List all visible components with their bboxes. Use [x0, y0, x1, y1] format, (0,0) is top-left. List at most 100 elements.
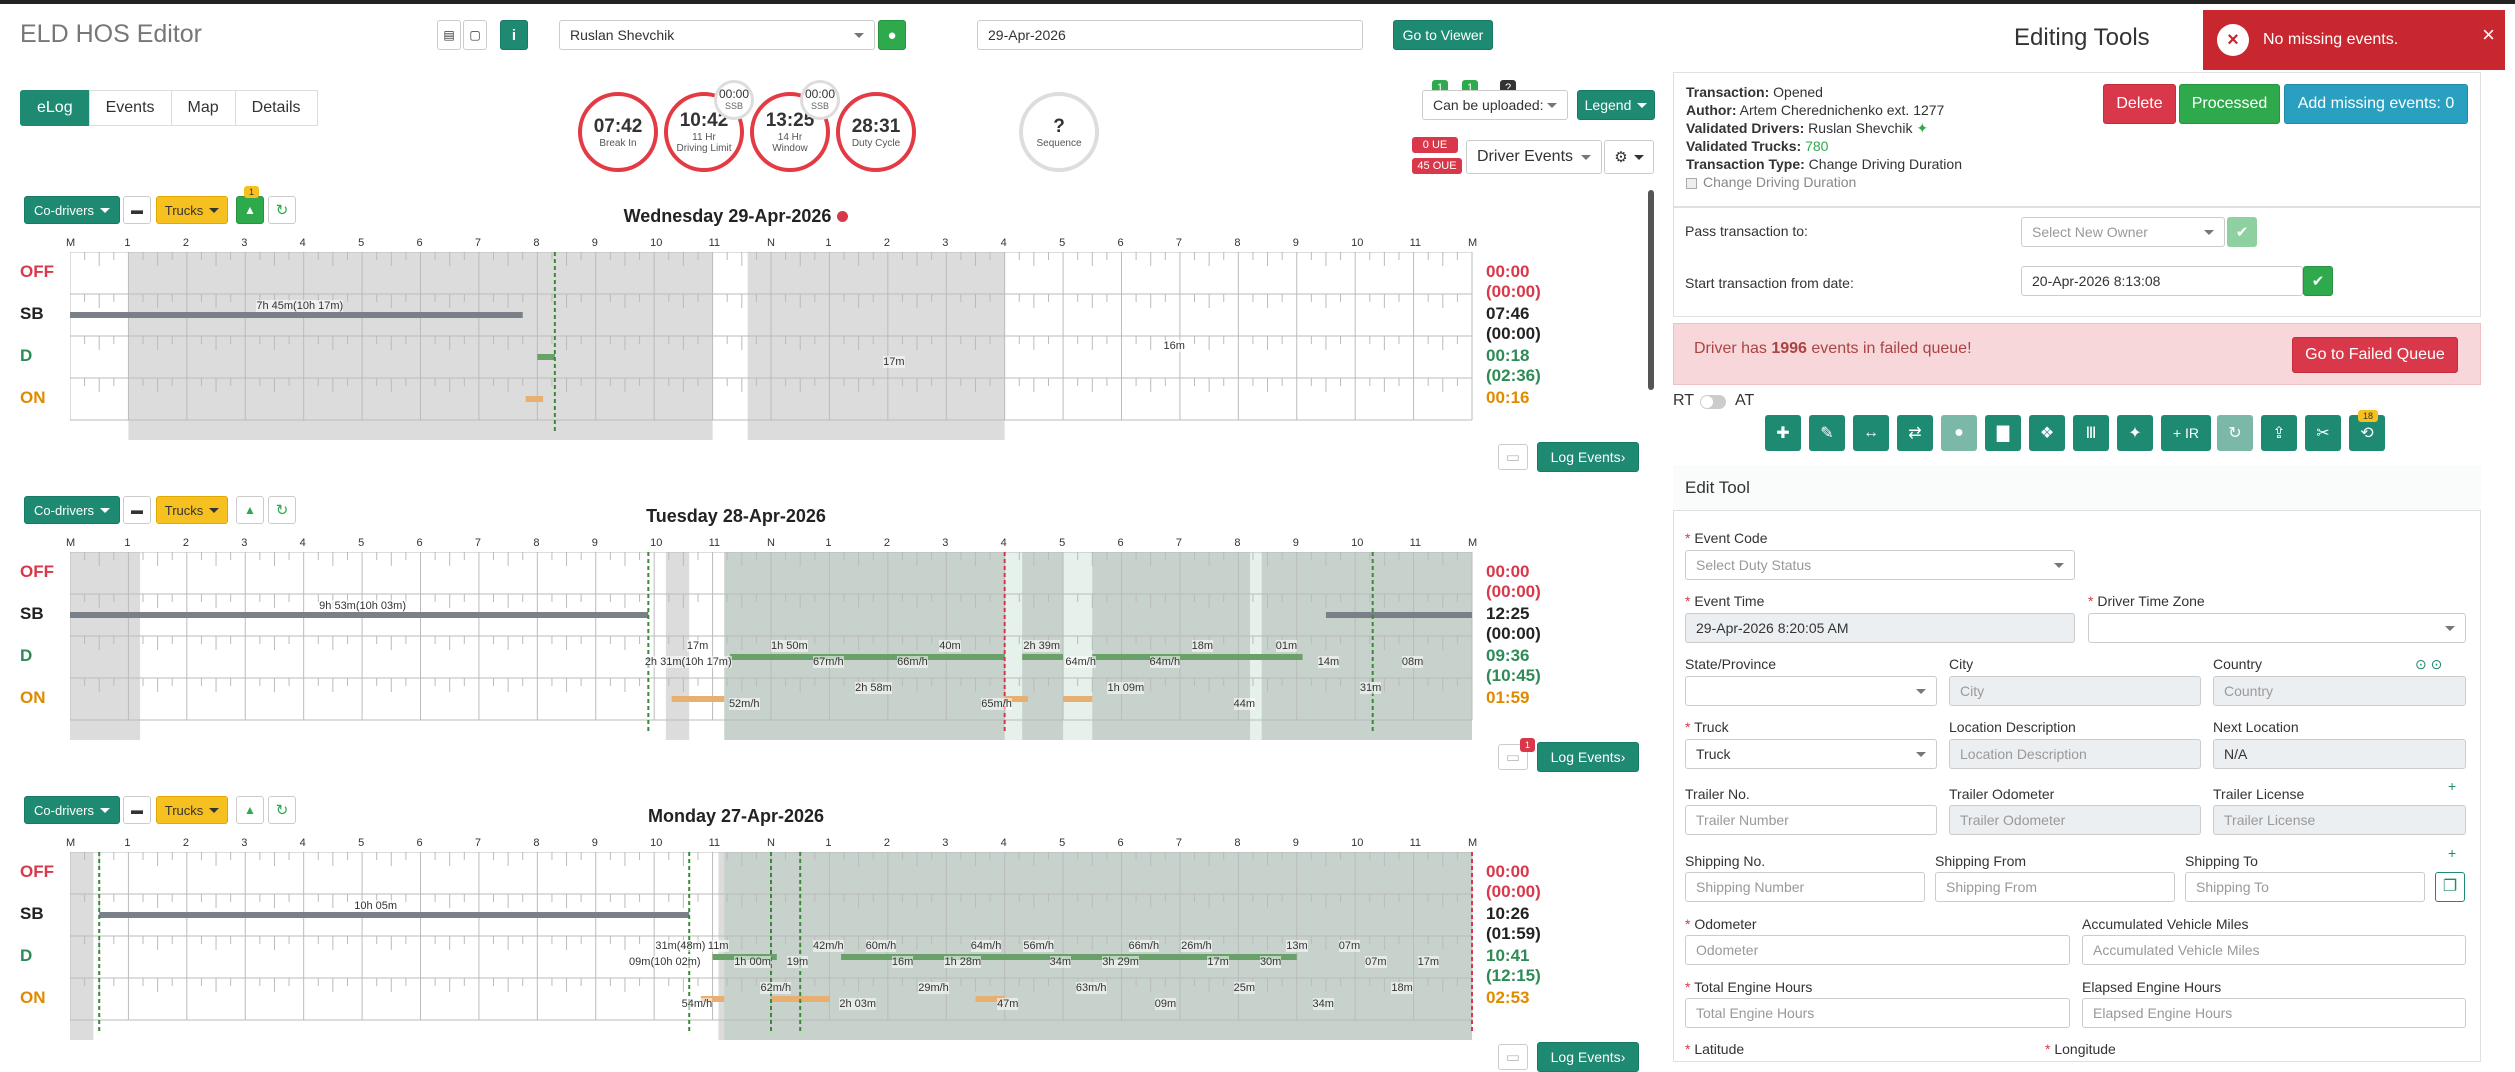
trucks-dropdown[interactable]: Trucks — [156, 796, 228, 824]
day-graph[interactable] — [70, 852, 1474, 1042]
processed-button[interactable]: Processed — [2179, 84, 2280, 124]
trailer-number-input[interactable]: Trailer Number — [1685, 805, 1937, 835]
group-icon[interactable]: ❖ — [2029, 415, 2065, 451]
tab-details[interactable]: Details — [234, 90, 318, 126]
hour-label: 10 — [1351, 237, 1364, 249]
trucks-dropdown[interactable]: Trucks — [156, 496, 228, 524]
elapsed-hours-input[interactable]: Elapsed Engine Hours — [2082, 998, 2466, 1028]
tab-elog[interactable]: eLog — [20, 90, 90, 126]
truck-icon[interactable]: ▬ — [123, 796, 151, 824]
settings-dropdown-button[interactable]: ⚙ — [1604, 140, 1654, 174]
tab-events[interactable]: Events — [88, 90, 172, 126]
document-icon[interactable]: ▤ — [437, 20, 461, 50]
day-graph[interactable] — [70, 552, 1474, 742]
truck-select[interactable]: Truck — [1685, 739, 1937, 769]
go-to-failed-queue-button[interactable]: Go to Failed Queue — [2292, 337, 2458, 373]
chevron-down-icon — [2054, 563, 2064, 568]
logs-scrollbar[interactable] — [1648, 190, 1654, 390]
refresh-icon[interactable]: ↻ — [268, 496, 296, 524]
truck-icon[interactable]: ▬ — [123, 496, 151, 524]
pencil-icon[interactable]: ✎ — [1809, 415, 1845, 451]
upload-icon[interactable]: ⇪ — [2261, 415, 2297, 451]
close-icon[interactable]: × — [2482, 22, 2495, 47]
driver-select[interactable]: Ruslan Shevchik — [559, 20, 875, 50]
confirm-owner-check-icon[interactable]: ✔ — [2227, 217, 2257, 247]
person-icon[interactable]: ● — [1941, 415, 1977, 451]
columns-icon[interactable]: Ⅲ — [2073, 415, 2109, 451]
magic-icon[interactable]: ✦ — [2117, 415, 2153, 451]
segment-label: 66m/h — [897, 656, 928, 668]
new-owner-select[interactable]: Select New Owner — [2021, 217, 2225, 247]
plus-icon[interactable]: ✚ — [1765, 415, 1801, 451]
ir-button[interactable]: + IR — [2161, 415, 2211, 451]
comment-icon[interactable]: ▭ — [1498, 444, 1528, 470]
hour-label: 6 — [1117, 837, 1124, 849]
comment-icon[interactable]: ▭ — [1498, 1044, 1528, 1070]
log-events-button[interactable]: Log Events › — [1537, 742, 1639, 772]
trailer-odometer-input[interactable]: Trailer Odometer — [1949, 805, 2201, 835]
segment-label: 65m/h — [981, 698, 1012, 710]
truck-icon[interactable]: ▬ — [123, 196, 151, 224]
country-input[interactable]: Country — [2213, 676, 2466, 706]
add-missing-events-button[interactable]: Add missing events: 0 — [2284, 84, 2468, 124]
rt-at-toggle[interactable] — [1700, 395, 1726, 409]
trailer-license-input[interactable]: Trailer License — [2213, 805, 2466, 835]
accumulated-miles-input[interactable]: Accumulated Vehicle Miles — [2082, 935, 2466, 965]
history-icon[interactable]: ⟲ — [2349, 415, 2385, 451]
odometer-input[interactable]: Odometer — [1685, 935, 2070, 965]
event-time-input[interactable]: 29-Apr-2026 8:20:05 AM — [1685, 613, 2075, 643]
notification-toast: × No missing events. × — [2203, 10, 2505, 70]
confirm-date-check-icon[interactable]: ✔ — [2303, 266, 2333, 296]
next-location-input[interactable]: N/A — [2213, 739, 2466, 769]
date-input[interactable]: 29-Apr-2026 — [977, 20, 1363, 50]
refresh-icon[interactable]: ↻ — [268, 196, 296, 224]
add-trailer-plus-icon[interactable]: + — [2448, 778, 2457, 794]
legend-button[interactable]: Legend — [1577, 90, 1655, 120]
required-marker: * — [1685, 530, 1695, 546]
copy-icon[interactable]: ❐ — [2435, 872, 2465, 902]
chevron-down-icon — [1916, 689, 1926, 694]
truck-user-icon[interactable]: ▲ — [236, 496, 264, 524]
sync-icon[interactable]: ↻ — [2217, 415, 2253, 451]
day-title-text: Monday 27-Apr-2026 — [647, 806, 825, 826]
location-pin-icon[interactable]: ⊙ ⊙ — [2415, 656, 2443, 672]
scissors-icon[interactable]: ✂ — [2305, 415, 2341, 451]
engine-hours-input[interactable]: Total Engine Hours — [1685, 998, 2070, 1028]
state-select[interactable] — [1685, 676, 1937, 706]
log-events-button[interactable]: Log Events › — [1537, 1042, 1639, 1072]
user-icon[interactable]: ● — [878, 20, 906, 50]
truck-user-icon[interactable]: ▲ — [236, 796, 264, 824]
segment-label: 25m — [1233, 982, 1256, 994]
shipping-number-input[interactable]: Shipping Number — [1685, 872, 1925, 902]
delete-button[interactable]: Delete — [2103, 84, 2176, 124]
driver-events-select[interactable]: Driver Events — [1466, 140, 1602, 174]
city-input[interactable]: City — [1949, 676, 2201, 706]
hour-label: 4 — [1000, 537, 1007, 549]
day-graph[interactable] — [70, 252, 1474, 442]
add-shipping-plus-icon[interactable]: + — [2448, 845, 2457, 861]
log-events-button[interactable]: Log Events › — [1537, 442, 1639, 472]
trash-icon[interactable]: ▇ — [1985, 415, 2021, 451]
swap-icon[interactable]: ⇄ — [1897, 415, 1933, 451]
trailer-license-label: Trailer License — [2213, 786, 2304, 802]
trucks-dropdown[interactable]: Trucks — [156, 196, 228, 224]
segment-label: 09m — [1154, 998, 1177, 1010]
codrivers-dropdown[interactable]: Co-drivers — [24, 496, 120, 524]
event-code-select[interactable]: Select Duty Status — [1685, 550, 2075, 580]
tab-map[interactable]: Map — [170, 90, 236, 126]
can-be-uploaded-select[interactable]: Can be uploaded: — [1422, 90, 1568, 120]
chevron-right-icon: › — [1620, 449, 1626, 465]
start-date-input[interactable]: 20-Apr-2026 8:13:08 — [2021, 266, 2303, 296]
driver-tz-select[interactable] — [2088, 613, 2466, 643]
codrivers-dropdown[interactable]: Co-drivers — [24, 196, 120, 224]
codrivers-dropdown[interactable]: Co-drivers — [24, 796, 120, 824]
go-to-viewer-button[interactable]: Go to Viewer — [1393, 20, 1493, 50]
change-driving-checkbox[interactable] — [1686, 177, 1697, 189]
location-description-input[interactable]: Location Description — [1949, 739, 2201, 769]
note-icon[interactable]: ▢ — [463, 20, 487, 50]
resize-icon[interactable]: ↔ — [1853, 415, 1889, 451]
shipping-to-input[interactable]: Shipping To — [2185, 872, 2425, 902]
refresh-icon[interactable]: ↻ — [268, 796, 296, 824]
info-icon[interactable]: i — [500, 20, 528, 50]
shipping-from-input[interactable]: Shipping From — [1935, 872, 2175, 902]
